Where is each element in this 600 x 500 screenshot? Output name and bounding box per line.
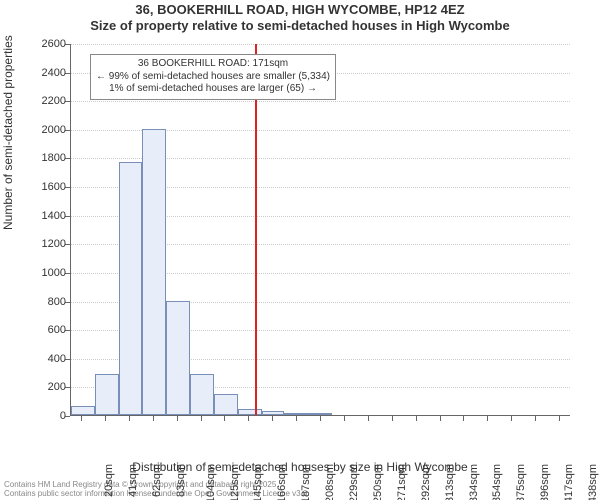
- histogram-bar: [142, 129, 166, 415]
- histogram-bar: [262, 411, 285, 415]
- x-tick-mark: [511, 416, 512, 421]
- x-tick-mark: [177, 416, 178, 421]
- y-tick-label: 200: [26, 381, 66, 393]
- x-tick-mark: [224, 416, 225, 421]
- x-tick-label: 313sqm: [444, 464, 456, 500]
- title-line-1: 36, BOOKERHILL ROAD, HIGH WYCOMBE, HP12 …: [0, 2, 600, 17]
- x-tick-label: 271sqm: [396, 464, 408, 500]
- y-tick-label: 800: [26, 296, 66, 308]
- x-tick-mark: [201, 416, 202, 421]
- y-tick-label: 600: [26, 324, 66, 336]
- x-tick-mark: [272, 416, 273, 421]
- histogram-bar: [284, 413, 308, 415]
- x-tick-label: 62sqm: [151, 464, 163, 497]
- y-tick-label: 1400: [26, 210, 66, 222]
- title-line-2: Size of property relative to semi-detach…: [0, 18, 600, 33]
- x-tick-mark: [129, 416, 130, 421]
- x-tick-label: 145sqm: [252, 464, 264, 500]
- x-tick-label: 187sqm: [300, 464, 312, 500]
- x-tick-label: 438sqm: [587, 464, 599, 500]
- y-tick-label: 1200: [26, 238, 66, 250]
- annotation-line: ← 99% of semi-detached houses are smalle…: [96, 71, 330, 84]
- histogram-bar: [214, 394, 238, 415]
- x-tick-mark: [368, 416, 369, 421]
- x-tick-label: 354sqm: [491, 464, 503, 500]
- y-tick-label: 1600: [26, 181, 66, 193]
- x-tick-label: 292sqm: [420, 464, 432, 500]
- x-tick-label: 20sqm: [103, 464, 115, 497]
- gridline: [71, 101, 570, 102]
- x-tick-label: 104sqm: [205, 464, 217, 500]
- y-tick-label: 0: [26, 410, 66, 422]
- y-tick-label: 400: [26, 353, 66, 365]
- x-tick-mark: [81, 416, 82, 421]
- x-tick-mark: [487, 416, 488, 421]
- x-tick-label: 417sqm: [563, 464, 575, 500]
- x-tick-label: 208sqm: [324, 464, 336, 500]
- x-tick-mark: [344, 416, 345, 421]
- y-tick-label: 1800: [26, 152, 66, 164]
- x-tick-mark: [248, 416, 249, 421]
- x-tick-label: 83sqm: [175, 464, 187, 497]
- x-tick-mark: [320, 416, 321, 421]
- histogram-bar: [166, 301, 190, 415]
- gridline: [71, 44, 570, 45]
- x-tick-label: 334sqm: [468, 464, 480, 500]
- x-tick-mark: [416, 416, 417, 421]
- y-tick-label: 2000: [26, 124, 66, 136]
- y-tick-label: 2600: [26, 38, 66, 50]
- x-tick-mark: [440, 416, 441, 421]
- reference-line: [255, 44, 257, 415]
- x-tick-mark: [296, 416, 297, 421]
- x-tick-label: 41sqm: [127, 464, 139, 497]
- annotation-line: 36 BOOKERHILL ROAD: 171sqm: [96, 58, 330, 71]
- chart-title: 36, BOOKERHILL ROAD, HIGH WYCOMBE, HP12 …: [0, 2, 600, 33]
- x-tick-label: 125sqm: [229, 464, 241, 500]
- histogram-bar: [308, 413, 332, 415]
- chart-root: { "chart": { "type": "histogram", "title…: [0, 0, 600, 500]
- x-tick-mark: [392, 416, 393, 421]
- annotation-box: 36 BOOKERHILL ROAD: 171sqm← 99% of semi-…: [90, 54, 336, 100]
- y-tick-label: 2400: [26, 67, 66, 79]
- annotation-line: 1% of semi-detached houses are larger (6…: [96, 83, 330, 96]
- x-tick-label: 166sqm: [276, 464, 288, 500]
- x-tick-mark: [153, 416, 154, 421]
- histogram-bar: [95, 374, 119, 415]
- y-axis-label: Number of semi-detached properties: [1, 35, 15, 230]
- x-tick-label: 229sqm: [348, 464, 360, 500]
- histogram-bar: [238, 409, 262, 415]
- y-tick-label: 2200: [26, 95, 66, 107]
- x-tick-mark: [559, 416, 560, 421]
- x-tick-mark: [105, 416, 106, 421]
- plot-area: [70, 44, 570, 416]
- x-tick-label: 250sqm: [372, 464, 384, 500]
- y-tick-label: 1000: [26, 267, 66, 279]
- x-tick-label: 375sqm: [515, 464, 527, 500]
- histogram-bar: [119, 162, 142, 415]
- x-tick-mark: [463, 416, 464, 421]
- x-tick-label: 396sqm: [539, 464, 551, 500]
- histogram-bar: [190, 374, 214, 415]
- x-tick-mark: [535, 416, 536, 421]
- histogram-bar: [71, 406, 95, 415]
